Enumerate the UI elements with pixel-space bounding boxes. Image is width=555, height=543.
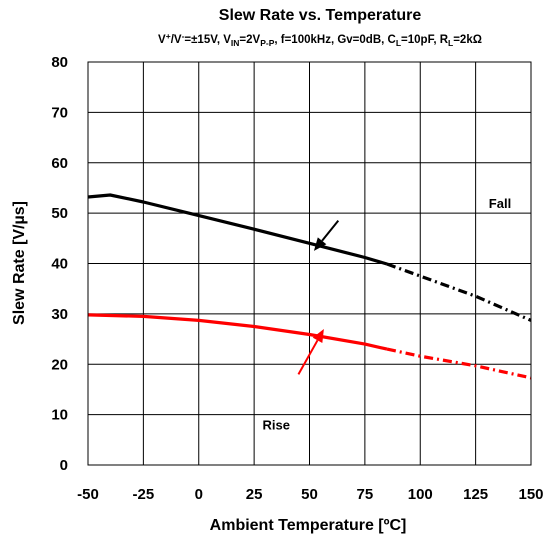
x-tick-label: 25 — [246, 486, 263, 503]
subtitle-part: L — [448, 38, 453, 48]
series-rise-dashed-line — [386, 347, 532, 380]
annotation-fall-arrowhead — [313, 237, 327, 251]
x-tick-label: -50 — [77, 486, 99, 503]
subtitle-part: + — [166, 31, 171, 41]
x-tick-label: 75 — [357, 486, 374, 503]
y-tick-label: 50 — [51, 205, 68, 222]
y-tick-label: 10 — [51, 407, 68, 424]
subtitle-part: =10pF, R — [401, 34, 449, 46]
annotations: Fall Rise — [263, 196, 512, 433]
subtitle-part: IN — [231, 38, 240, 48]
y-tick-label: 40 — [51, 256, 68, 273]
y-tick-label: 30 — [51, 306, 68, 323]
series-fall-dashed-line — [386, 262, 532, 322]
annotation-fall-arrow — [321, 220, 340, 242]
x-tick-label: -25 — [133, 486, 155, 503]
y-tick-label: 60 — [51, 155, 68, 172]
annotation-rise-arrowhead — [312, 328, 324, 344]
y-tick-label: 70 — [51, 104, 68, 121]
annotation-rise-arrow — [297, 339, 319, 375]
x-tick-label: 125 — [463, 486, 488, 503]
y-axis-label: Slew Rate [V/µs] — [11, 201, 28, 325]
series-layer — [87, 193, 532, 380]
y-tick-label: 80 — [51, 54, 68, 71]
subtitle-part: =2kΩ — [453, 34, 482, 46]
x-axis-label: Ambient Temperature [ºC] — [210, 517, 407, 534]
grid — [87, 61, 532, 466]
series-fall-solid-line — [87, 193, 388, 266]
subtitle-part: /V — [171, 34, 182, 46]
x-tick-label: 150 — [518, 486, 543, 503]
y-tick-label: 20 — [51, 356, 68, 373]
series-rise-solid-line — [87, 313, 388, 351]
subtitle-part: =2V — [239, 34, 260, 46]
x-tick-label: 100 — [408, 486, 433, 503]
x-tick-label: 50 — [301, 486, 318, 503]
plot-frame — [87, 61, 532, 466]
subtitle-part: =±15V, V — [184, 34, 231, 46]
annotation-rise-label: Rise — [263, 418, 290, 433]
x-tick-label: 0 — [195, 486, 203, 503]
subtitle-part: V — [158, 34, 166, 46]
y-tick-label: 0 — [60, 457, 68, 474]
tick-labels: -50 -25 0 25 50 75 100 125 150 0 10 20 30 40 50 60 70 80 — [51, 54, 543, 503]
subtitle-part: , f=100kHz, Gv=0dB, C — [274, 34, 395, 46]
chart-subtitle: V+/V-=±15V, VIN=2VP-P, f=100kHz, Gv=0dB,… — [158, 31, 482, 48]
chart-title: Slew Rate vs. Temperature — [219, 7, 422, 24]
subtitle-part: L — [396, 38, 401, 48]
subtitle-part: - — [182, 31, 185, 41]
subtitle-part: P-P — [260, 38, 275, 48]
annotation-fall-label: Fall — [489, 196, 511, 211]
